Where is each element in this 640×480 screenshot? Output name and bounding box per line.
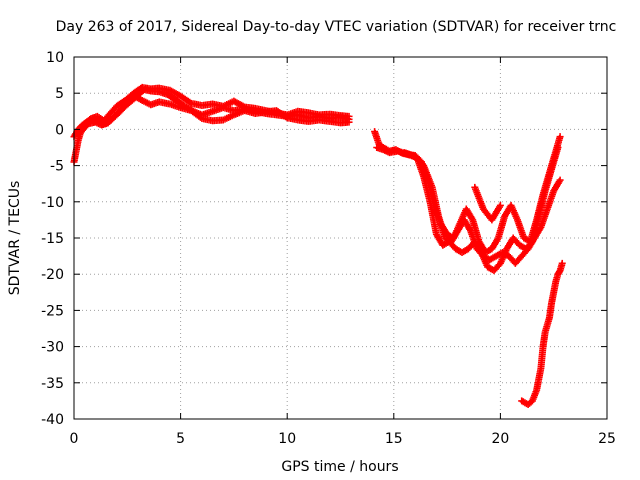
x-tick-label: 15 (385, 431, 403, 447)
data-point (554, 144, 562, 151)
data-point (556, 133, 564, 141)
series-trace-f (400, 144, 562, 275)
y-tick-label: 0 (55, 122, 64, 138)
x-tick-label: 10 (278, 431, 296, 447)
y-tick-label: -20 (41, 267, 64, 283)
axis-ticks: 0 5 10 15 20 25 10 5 0 -5 -10 -15 -20 -25 -30 -35 -40 (41, 50, 616, 447)
chart-title: Day 263 of 2017, Sidereal Day-to-day VTE… (56, 19, 617, 35)
data-markers (70, 83, 566, 409)
y-tick-label: -35 (41, 376, 64, 392)
y-axis-label: SDTVAR / TECUs (7, 181, 23, 296)
series-trace-h (471, 183, 504, 224)
series-trace-c (74, 83, 353, 137)
y-tick-label: -40 (41, 412, 64, 428)
x-tick-label: 20 (491, 431, 509, 447)
y-tick-label: -15 (41, 231, 64, 247)
data-point (239, 102, 247, 110)
x-tick-label: 25 (598, 431, 616, 447)
y-tick-label: 10 (46, 50, 64, 66)
data-point (186, 98, 194, 106)
data-point (558, 259, 566, 267)
y-tick-label: -25 (41, 303, 64, 319)
y-tick-label: 5 (55, 86, 64, 102)
data-point (196, 113, 204, 121)
x-axis-label: GPS time / hours (281, 459, 398, 475)
x-tick-label: 0 (70, 431, 79, 447)
data-point (345, 112, 353, 120)
series-trace-a (70, 86, 353, 166)
series-trace-g (518, 259, 566, 409)
data-point (496, 201, 504, 209)
y-tick-label: -5 (50, 159, 64, 175)
x-tick-label: 5 (176, 431, 185, 447)
grid-lines (74, 57, 607, 419)
y-tick-label: -30 (41, 340, 64, 356)
data-point (556, 176, 564, 184)
y-tick-label: -10 (41, 195, 64, 211)
